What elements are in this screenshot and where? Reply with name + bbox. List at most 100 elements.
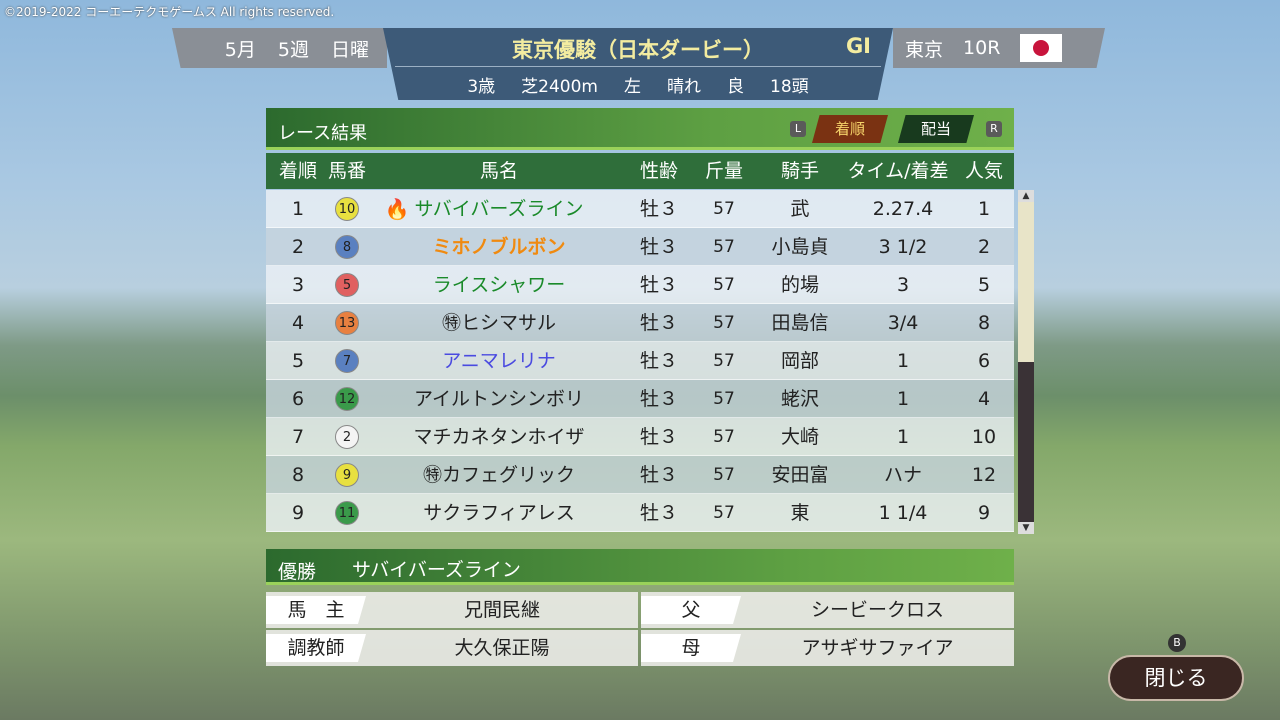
cell-pop: 2 [977,236,991,258]
cell-rank: 8 [291,464,305,486]
cell-num: 12 [335,387,359,411]
scroll-down-icon[interactable]: ▼ [1018,522,1034,534]
tab-payout[interactable]: 配当 [898,115,974,143]
direction: 左 [624,77,641,97]
cell-time: 1 [896,350,910,372]
cell-num: 5 [335,273,359,297]
runners: 18頭 [770,77,809,97]
trainer-row: 調教師 大久保正陽 [266,630,638,666]
r-key-icon[interactable]: R [986,121,1002,137]
table-row[interactable]: 9 11 サクラフィアレス 牡３ 57 東 1 1/4 9 [266,494,1014,532]
col-popularity: 人気 [964,160,1004,182]
col-sex-age: 性齢 [639,160,679,182]
cell-name: ㊕カフェグリック [422,464,576,486]
surface: 芝2400m [521,77,598,97]
fire-icon: 🔥 [384,197,410,221]
cell-time: 3/4 [887,312,919,334]
winner-label: 優勝 [278,561,317,583]
table-row[interactable]: 5 7 アニマレリナ 牡３ 57 岡部 1 6 [266,342,1014,380]
cell-rank: 9 [291,502,305,524]
cell-sex: 牡３ [639,236,679,258]
cell-rank: 1 [291,198,305,220]
weather: 晴れ [667,77,701,97]
cell-weight: 57 [713,351,735,371]
cell-rank: 6 [291,388,305,410]
month: 5月 [224,38,256,61]
cell-sex: 牡３ [639,198,679,220]
cell-time: 1 [896,388,910,410]
cell-pop: 1 [977,198,991,220]
cell-pop: 6 [977,350,991,372]
table-header: 着順 馬番 馬名 性齢 斤量 騎手 タイム/着差 人気 [266,153,1014,189]
col-weight: 斤量 [704,160,744,182]
winner-bar: 優勝 サバイバーズライン [266,549,1014,585]
b-key-icon: B [1168,634,1186,652]
trainer-value: 大久保正陽 [454,637,550,659]
trainer-label: 調教師 [266,634,366,662]
cell-rank: 7 [291,426,305,448]
tab-order[interactable]: 着順 [812,115,888,143]
cell-num: 8 [335,235,359,259]
l-key-icon[interactable]: L [790,121,806,137]
scroll-thumb[interactable] [1018,202,1034,362]
cell-weight: 57 [713,313,735,333]
divider [395,66,881,67]
cell-weight: 57 [713,275,735,295]
table-row[interactable]: 2 8 ミホノブルボン 牡３ 57 小島貞 3 1/2 2 [266,228,1014,266]
copyright: ©2019-2022 コーエーテクモゲームス All rights reserv… [4,5,335,19]
cell-pop: 4 [977,388,991,410]
condition: 良 [727,77,744,97]
cell-time: ハナ [883,464,923,486]
cell-jockey: 小島貞 [771,236,829,258]
table-row[interactable]: 3 5 ライスシャワー 牡３ 57 的場 3 5 [266,266,1014,304]
table-row[interactable]: 4 13 ㊕ヒシマサル 牡３ 57 田島信 3/4 8 [266,304,1014,342]
table-row[interactable]: 7 2 マチカネタンホイザ 牡３ 57 大崎 1 10 [266,418,1014,456]
owner-label: 馬 主 [266,596,366,624]
cell-jockey: 大崎 [780,426,820,448]
cell-num: 11 [335,501,359,525]
table-row[interactable]: 1 10 サバイバーズライン 牡３ 57 武 2.27.4 1 🔥 [266,190,1014,228]
cell-jockey: 岡部 [780,350,820,372]
cell-weight: 57 [713,389,735,409]
table-row[interactable]: 6 12 アイルトンシンボリ 牡３ 57 蛯沢 1 4 [266,380,1014,418]
cell-num: 9 [335,463,359,487]
cell-jockey: 武 [790,198,810,220]
cell-sex: 牡３ [639,388,679,410]
cell-sex: 牡３ [639,464,679,486]
japan-flag-icon [1020,34,1063,62]
cell-weight: 57 [713,427,735,447]
cell-time: 1 [896,426,910,448]
table-row[interactable]: 8 9 ㊕カフェグリック 牡３ 57 安田富 ハナ 12 [266,456,1014,494]
panel-title: レース結果 [278,123,368,144]
sire-label: 父 [641,596,741,624]
cell-sex: 牡３ [639,502,679,524]
cell-num: 2 [335,425,359,449]
cell-sex: 牡３ [639,426,679,448]
cell-time: 3 1/2 [878,236,928,258]
cell-sex: 牡３ [639,312,679,334]
cell-weight: 57 [713,237,735,257]
cell-sex: 牡３ [639,274,679,296]
scroll-up-icon[interactable]: ▲ [1018,190,1034,202]
race-grade: GⅠ [845,34,871,58]
col-time: タイム/着差 [847,160,949,182]
race-number: 10R [963,37,1001,59]
close-button[interactable]: 閉じる [1108,655,1244,701]
race-name: 東京優駿（日本ダービー） [512,38,764,62]
scrollbar[interactable]: ▲ ▼ [1018,190,1034,534]
cell-name: アイルトンシンボリ [413,388,585,410]
day: 日曜 [330,38,369,61]
cell-rank: 4 [291,312,305,334]
col-jockey: 騎手 [780,160,820,182]
cell-time: 3 [896,274,910,296]
cell-jockey: 蛯沢 [780,388,820,410]
sire-value: シービークロス [810,599,944,621]
cell-jockey: 的場 [780,274,820,296]
cell-jockey: 安田富 [771,464,829,486]
dam-row: 母 アサギサファイア [641,630,1014,666]
cell-name: ㊕ヒシマサル [441,312,557,334]
age: 3歳 [467,77,496,97]
cell-name: サバイバーズライン [414,198,584,220]
dam-label: 母 [641,634,741,662]
cell-name: サクラフィアレス [423,502,575,524]
